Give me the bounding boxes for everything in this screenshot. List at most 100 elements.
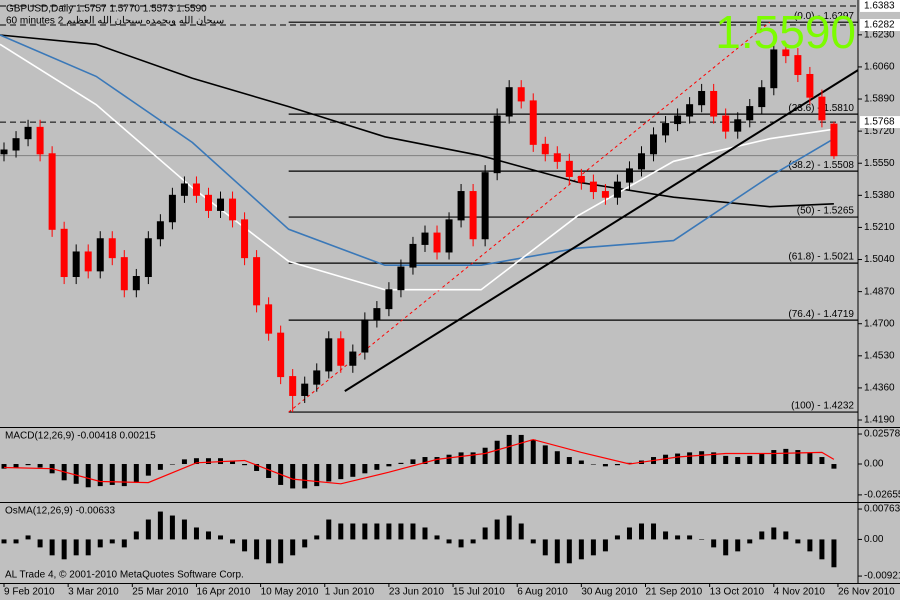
histogram-bar (819, 539, 825, 560)
histogram-bar (205, 531, 211, 540)
histogram-bar (578, 539, 584, 560)
histogram-bar (482, 527, 488, 540)
x-tick-label: 13 Oct 2010 (710, 587, 765, 598)
histogram-bar (181, 459, 187, 465)
histogram-bar (614, 535, 620, 540)
histogram-bar (97, 464, 103, 487)
histogram-bar (410, 459, 416, 465)
candle-body (337, 338, 345, 366)
signal-line (3, 438, 835, 485)
histogram-bar (13, 539, 19, 544)
x-tick-label: 1 Jun 2010 (325, 587, 375, 598)
fib-label: (50) - 1.5265 (797, 206, 855, 217)
x-tick-label: 9 Feb 2010 (4, 587, 55, 598)
x-tick-label: 16 Apr 2010 (196, 587, 250, 598)
histogram-bar (133, 464, 139, 483)
histogram-bar (759, 531, 765, 540)
candle-body (758, 87, 766, 108)
y-tick-label: -0.00921 (864, 571, 900, 582)
histogram-bar (73, 539, 79, 556)
histogram-bar (518, 434, 524, 465)
candle-body (24, 126, 32, 140)
histogram-bar (193, 527, 199, 540)
candle-body (493, 115, 501, 174)
histogram-bar (350, 523, 356, 540)
price-label-box (860, 116, 900, 129)
histogram-bar (278, 539, 284, 564)
histogram-bar (675, 453, 681, 465)
price-label: 1.5768 (864, 117, 895, 128)
candle-body (180, 183, 188, 196)
histogram-bar (109, 464, 115, 485)
candle-body (48, 153, 56, 230)
candle-body (650, 134, 658, 155)
candle-body (385, 289, 393, 310)
histogram-bar (759, 453, 765, 465)
histogram-bar (651, 523, 657, 540)
moving-average (0, 34, 835, 266)
histogram-bar (458, 539, 464, 548)
histogram-bar (362, 464, 368, 474)
histogram-bar (747, 455, 753, 465)
histogram-bar (302, 539, 308, 548)
histogram-bar (795, 450, 801, 465)
histogram-bar (290, 539, 296, 556)
histogram-bar (109, 539, 115, 544)
histogram-bar (554, 451, 560, 465)
histogram-bar (711, 452, 717, 465)
histogram-bar (25, 464, 31, 466)
x-tick-label: 15 Jul 2010 (453, 587, 505, 598)
candle-body (12, 138, 20, 151)
histogram-bar (85, 464, 91, 488)
histogram-bar (434, 457, 440, 465)
histogram-bar (254, 464, 260, 471)
candle-body (84, 251, 92, 272)
y-tick-label: 1.5890 (864, 94, 895, 105)
candle-body (662, 123, 670, 136)
histogram-bar (494, 519, 500, 540)
candle-body (818, 96, 826, 121)
histogram-bar (747, 539, 753, 544)
histogram-bar (446, 454, 452, 465)
y-tick-label: 0.02578 (864, 429, 900, 440)
histogram-bar (530, 439, 536, 465)
price-label-box (860, 0, 900, 12)
histogram-bar (338, 464, 344, 480)
x-tick-label: 3 Mar 2010 (68, 587, 119, 598)
histogram-bar (542, 539, 548, 556)
price-label: 1.6383 (864, 1, 895, 12)
moving-average (0, 34, 834, 208)
candle-body (265, 304, 273, 334)
histogram-bar (638, 523, 644, 540)
indicator-title: MACD(12,26,9) -0.00418 0.00215 (5, 431, 156, 442)
candle-body (204, 194, 212, 211)
candle-body (625, 168, 633, 183)
histogram-bar (121, 539, 127, 548)
histogram-bar (121, 464, 127, 487)
histogram-bar (254, 539, 260, 560)
candle-body (409, 243, 417, 268)
x-tick-label: 23 Jun 2010 (389, 587, 444, 598)
fib-label: (0.0) - 1.6297 (794, 11, 854, 22)
histogram-bar (1, 539, 7, 544)
candle-body (0, 149, 8, 155)
candle-body (229, 198, 237, 221)
candle-body (457, 191, 465, 221)
histogram-bar (831, 539, 837, 568)
candle-body (481, 172, 489, 240)
histogram-bar (566, 539, 572, 564)
copyright: AL Trade 4, © 2001-2010 MetaQuotes Softw… (5, 570, 244, 581)
histogram-bar (374, 523, 380, 540)
histogram-bar (807, 452, 813, 465)
chart-subtitle: 60 minutes 2 سبحان الله وبحمده سبحان الل… (6, 16, 224, 27)
y-tick-label: 1.5040 (864, 254, 895, 265)
histogram-bar (37, 539, 43, 548)
candle-body (806, 73, 814, 98)
histogram-bar (506, 515, 512, 540)
histogram-bar (422, 457, 428, 465)
histogram-bar (242, 539, 248, 552)
fib-label: (100) - 1.4232 (791, 401, 854, 412)
candle-body (613, 181, 621, 198)
candle-body (144, 238, 152, 278)
